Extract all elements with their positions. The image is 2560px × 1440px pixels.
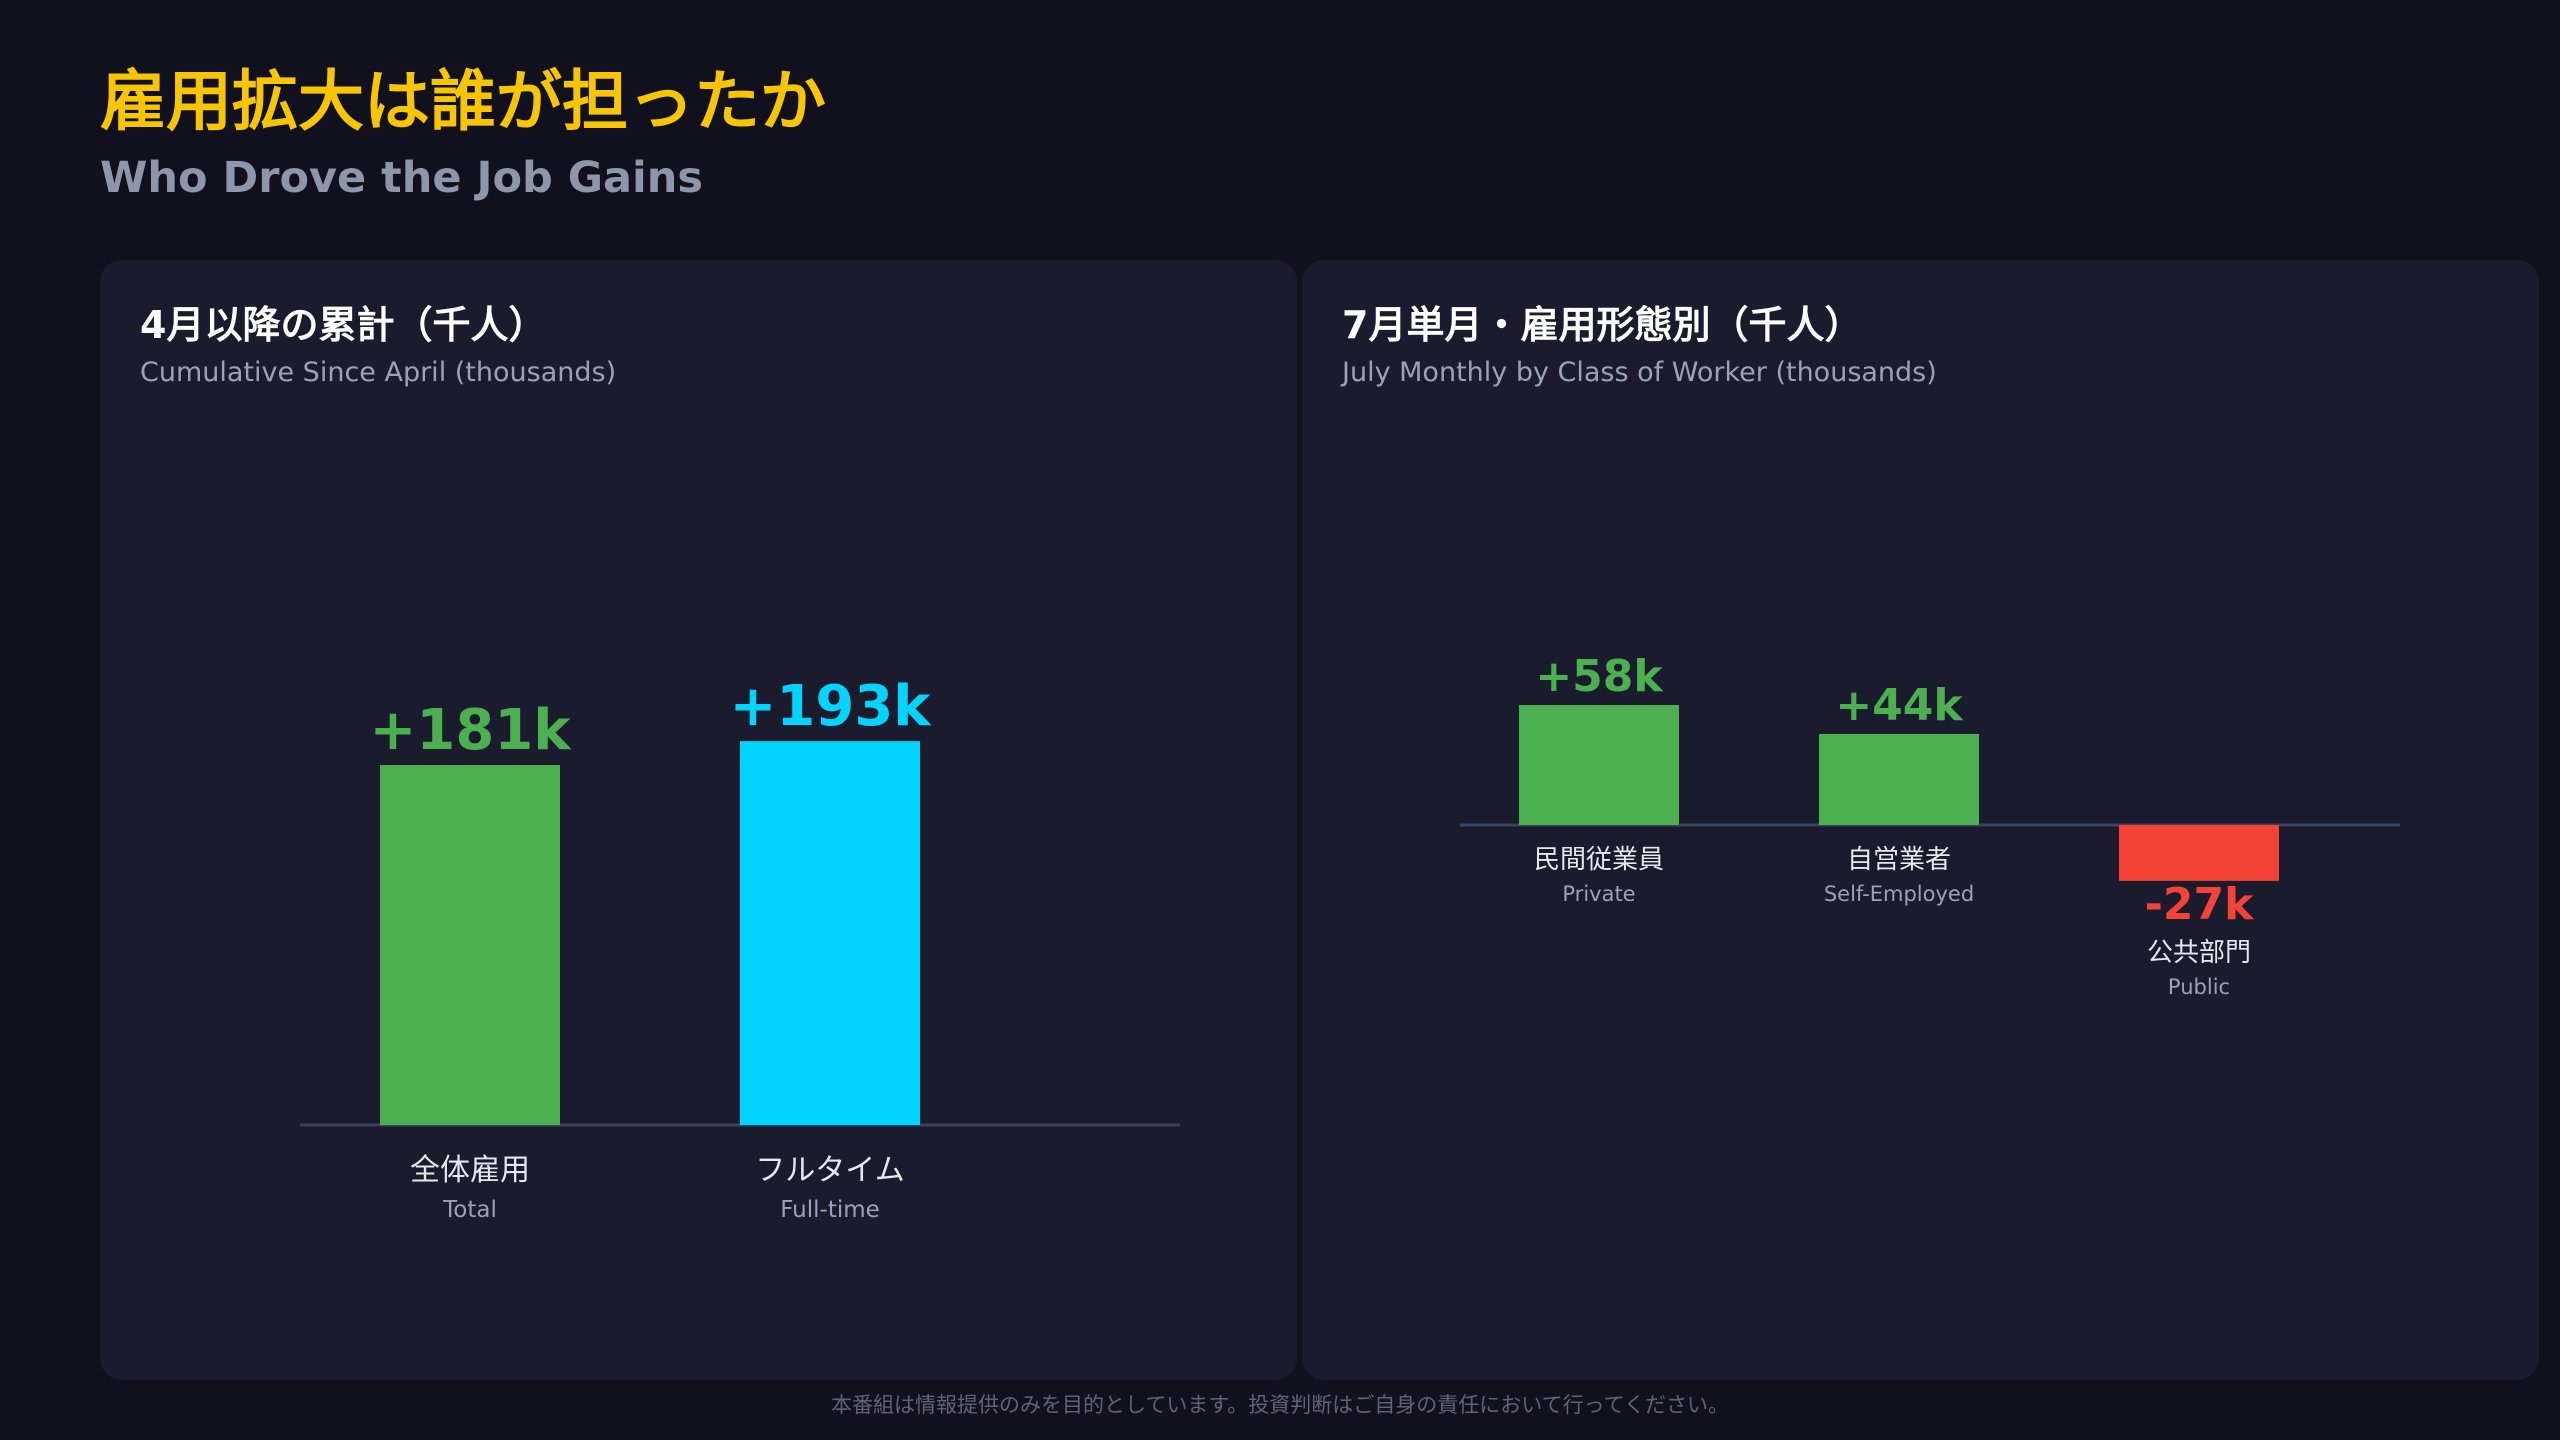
bar-2 (2119, 825, 2279, 881)
data-label-1: +193k (729, 674, 932, 739)
cumulative-chart-panel: 4月以降の累計（千人） Cumulative Since April (thou… (100, 260, 1297, 1380)
category-label-en-2: Public (2168, 975, 2230, 999)
class-of-worker-chart-title: 7月単月・雇用形態別（千人） (1342, 303, 1863, 347)
category-label-en-1: Full-time (780, 1197, 880, 1223)
category-label-1: 自営業者 (1847, 845, 1951, 875)
class-of-worker-bar-chart: +58k 民間従業員 Private +44k 自営業者 Self-Employed -27… (1460, 651, 2400, 999)
data-label-2: -27k (2145, 879, 2255, 930)
cumulative-bar-chart: +181k 全体雇用 Total +193k フルタイム Full-time (300, 674, 1180, 1223)
category-label-0: 全体雇用 (410, 1153, 530, 1188)
category-label-1: フルタイム (755, 1153, 904, 1188)
category-label-2: 公共部門 (2147, 938, 2251, 968)
cumulative-chart-subtitle: Cumulative Since April (thousands) (140, 357, 617, 388)
category-label-en-1: Self-Employed (1824, 882, 1974, 906)
cumulative-chart-title: 4月以降の累計（千人） (140, 303, 547, 347)
bar-1 (740, 741, 920, 1125)
class-of-worker-chart-subtitle: July Monthly by Class of Worker (thousan… (1342, 357, 1937, 388)
bar-1 (1819, 733, 1979, 825)
data-label-1: +44k (1835, 680, 1964, 731)
class-of-worker-chart-panel: 7月単月・雇用形態別（千人） July Monthly by Class of … (1302, 260, 2539, 1380)
category-label-en-0: Total (442, 1197, 497, 1223)
page-subtitle: Who Drove the Job Gains (100, 153, 704, 203)
bar-0 (380, 765, 560, 1125)
category-label-0: 民間従業員 (1534, 845, 1664, 875)
category-label-en-0: Private (1562, 882, 1635, 906)
data-label-0: +181k (369, 698, 572, 763)
page-title: 雇用拡大は誰が担ったか (100, 63, 826, 140)
disclaimer-footer: 本番組は情報提供のみを目的としています。投資判断はご自身の責任において行ってくだ… (831, 1393, 1729, 1417)
header: 雇用拡大は誰が担ったか Who Drove the Job Gains (100, 62, 826, 208)
data-label-0: +58k (1535, 651, 1664, 702)
bar-0 (1519, 705, 1679, 825)
